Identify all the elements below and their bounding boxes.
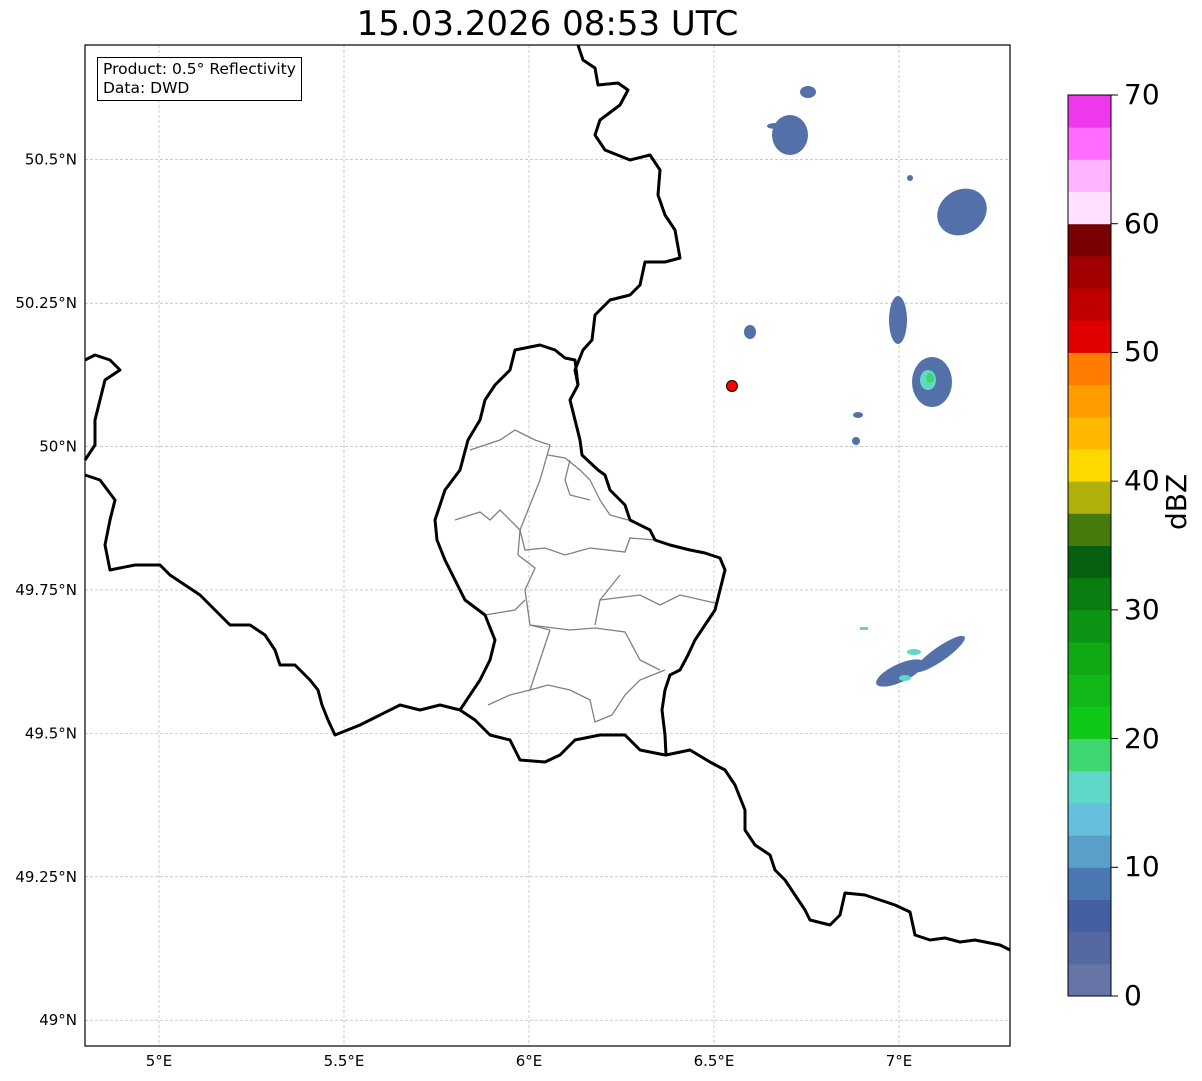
colorbar-band <box>1068 127 1111 160</box>
colorbar-band <box>1068 770 1111 804</box>
colorbar-frame <box>1067 94 1112 997</box>
y-tick-label: 49.25°N <box>15 868 77 886</box>
colorbar-band <box>1068 255 1111 289</box>
colorbar-band <box>1068 320 1111 353</box>
colorbar-band <box>1068 802 1111 836</box>
x-tick-label: 5°E <box>146 1052 173 1070</box>
colorbar-tick-label: 0 <box>1124 979 1142 1012</box>
colorbar-tick-label: 70 <box>1124 78 1160 111</box>
colorbar-band <box>1068 835 1111 868</box>
map-background <box>85 45 1010 1046</box>
x-tick-label: 6.5°E <box>694 1052 735 1070</box>
colorbar-band <box>1068 577 1111 611</box>
colorbar-tick-label: 40 <box>1124 464 1160 498</box>
colorbar-band <box>1068 931 1111 965</box>
colorbar <box>1068 94 1118 997</box>
luxembourg-canton-borders <box>454 429 716 723</box>
map-title: 15.03.2026 08:53 UTC <box>356 4 739 44</box>
x-tick-label: 7°E <box>886 1052 913 1070</box>
product-label: Product: 0.5° Reflectivity <box>103 60 296 78</box>
colorbar-band <box>1068 609 1111 643</box>
colorbar-band <box>1068 448 1111 482</box>
colorbar-band <box>1068 899 1111 933</box>
colorbar-band <box>1068 223 1111 257</box>
colorbar-tick-label: 60 <box>1124 206 1160 240</box>
y-tick-label: 50°N <box>39 438 77 456</box>
colorbar-band <box>1068 513 1111 546</box>
colorbar-band <box>1068 706 1111 740</box>
x-tick-label: 5.5°E <box>324 1052 365 1070</box>
colorbar-band <box>1068 963 1111 997</box>
x-tick-label: 6°E <box>516 1052 543 1070</box>
colorbar-band <box>1068 738 1111 772</box>
colorbar-tick-label: 20 <box>1124 721 1160 755</box>
radar-echoes <box>744 86 987 687</box>
y-tick-label: 49.75°N <box>15 581 77 599</box>
colorbar-band <box>1068 191 1111 225</box>
map-frame <box>84 44 1011 1047</box>
colorbar-label: dBZ <box>1160 473 1193 530</box>
info-box: Product: 0.5° Reflectivity Data: DWD <box>97 57 302 101</box>
colorbar-tick-label: 10 <box>1124 850 1160 884</box>
axis-ticks: 5°E 5.5°E 6°E 6.5°E 7°E 50.5°N 50.25°N 50°N 49.7… <box>15 151 912 1070</box>
data-source-label: Data: DWD <box>103 79 190 97</box>
colorbar-tick-label: 30 <box>1124 592 1160 626</box>
colorbar-band <box>1068 642 1111 675</box>
colorbar-band <box>1068 674 1111 707</box>
colorbar-band <box>1068 545 1111 579</box>
y-tick-label: 50.25°N <box>15 294 77 312</box>
colorbar-band <box>1068 288 1111 321</box>
y-tick-label: 50.5°N <box>25 151 77 169</box>
radar-site-marker <box>726 380 738 392</box>
colorbar-band <box>1068 867 1111 900</box>
colorbar-band <box>1068 384 1111 418</box>
colorbar-tick-label: 50 <box>1124 335 1160 369</box>
colorbar-band <box>1068 416 1111 450</box>
y-tick-label: 49.5°N <box>25 724 77 742</box>
y-tick-label: 49°N <box>39 1011 77 1029</box>
colorbar-band <box>1068 95 1111 128</box>
colorbar-band <box>1068 159 1111 193</box>
gridlines <box>85 45 1010 1046</box>
colorbar-band <box>1068 352 1111 386</box>
colorbar-band <box>1068 481 1111 514</box>
country-borders <box>83 44 1011 952</box>
